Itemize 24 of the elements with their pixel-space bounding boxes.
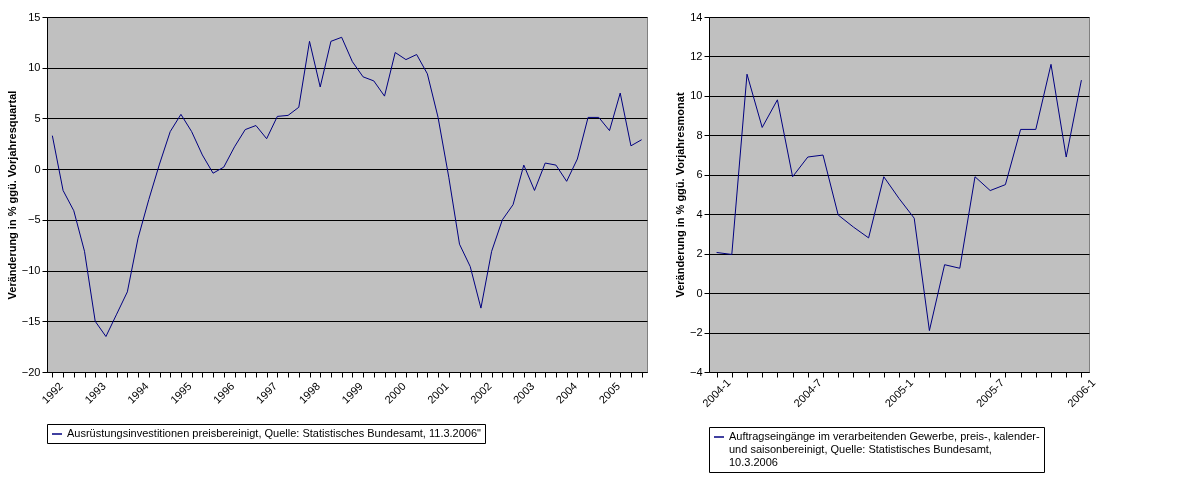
y-tick-label: 6 [696, 168, 703, 181]
y-tick-label: −20 [21, 365, 41, 378]
y-tick-label: 12 [690, 49, 703, 62]
line-series [51, 36, 643, 337]
y-tick-label: 0 [696, 286, 703, 299]
y-tick-label: 0 [34, 162, 41, 175]
y-tick-label: −10 [21, 264, 41, 277]
y-axis-title: Veränderung in % ggü. Vorjahresquartal [5, 90, 18, 300]
y-tick-label: 4 [696, 207, 703, 220]
y-tick-label: 8 [696, 128, 703, 141]
y-tick-label: 10 [690, 89, 703, 102]
y-tick-label: 5 [34, 111, 41, 124]
legend-label: Ausrüstungsinvestitionen preisbereinigt, Quelle: Statistisches Bundesamt, 11.3.2006" [67, 427, 482, 439]
y-axis-title: Veränderung in % ggü. Vorjahresmonat [673, 92, 686, 298]
y-tick-label: −5 [27, 213, 41, 226]
y-tick-label: 14 [690, 10, 703, 23]
y-tick-label: 10 [28, 61, 41, 74]
y-tick-label: −4 [689, 365, 703, 378]
legend-label: Auftragseingänge im verarbeitenden Gewerbe, preis-, kalender- und saisonbereinigt, Quelle: Statistisches Bundesamt, 10.3.2006 [729, 430, 1040, 468]
y-tick-label: −15 [21, 314, 41, 327]
line-series [716, 63, 1082, 332]
y-tick-label: −2 [689, 326, 703, 339]
y-tick-label: 2 [696, 247, 703, 260]
y-tick-label: 15 [28, 10, 41, 23]
